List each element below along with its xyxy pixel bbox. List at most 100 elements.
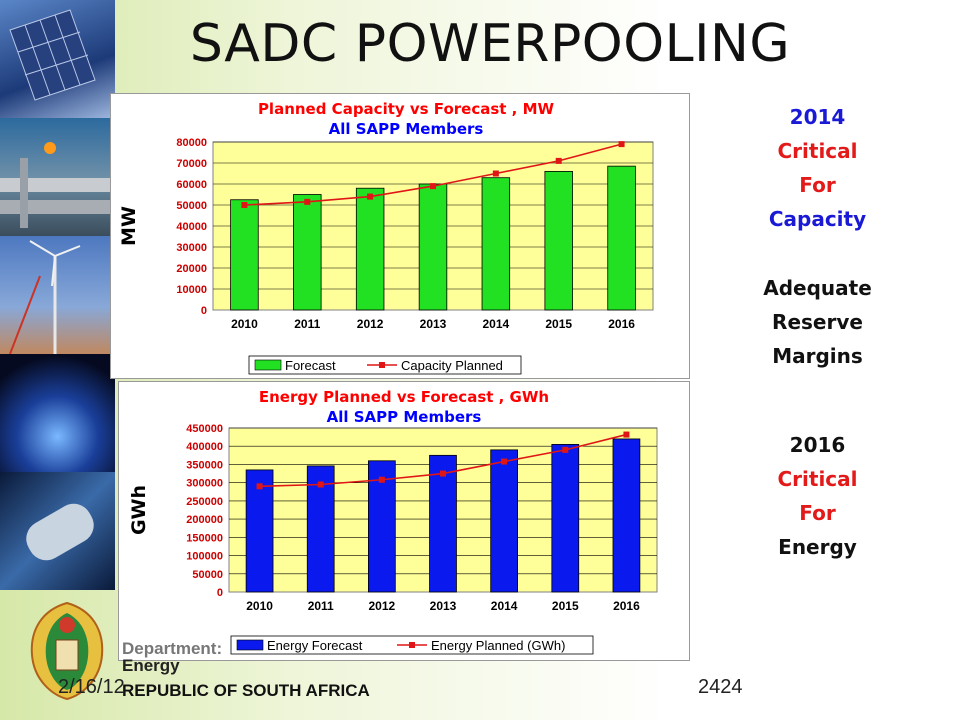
y-tick-label: 250000	[186, 496, 223, 508]
bar	[481, 177, 511, 311]
legend-marker	[409, 642, 415, 648]
side-note-subject: Energy	[778, 535, 857, 559]
side-note-critical: Critical	[777, 467, 858, 491]
dept-line: Department:	[122, 639, 223, 658]
legend-swatch-bar	[236, 639, 264, 651]
x-tick-label: 2012	[357, 317, 384, 331]
y-tick-label: 450000	[186, 423, 223, 435]
capacity-chart: Planned Capacity vs Forecast , MW All SAP…	[118, 100, 654, 375]
dept-line: Energy	[122, 656, 180, 675]
y-tick-label: 350000	[186, 459, 223, 471]
y-tick-label: 80000	[176, 137, 207, 149]
line-point	[304, 198, 311, 205]
bar	[551, 444, 580, 593]
bar	[355, 187, 385, 311]
bar	[230, 199, 259, 311]
legend-label: Energy Planned (GWh)	[431, 638, 565, 653]
y-axis-label: GWh	[128, 485, 150, 535]
coat-of-arms-logo	[30, 601, 104, 701]
bar	[245, 469, 274, 593]
line-point	[256, 483, 263, 490]
side-note-capacity: 2014 Critical For Capacity	[740, 100, 895, 236]
x-tick-label: 2011	[294, 317, 320, 331]
legend-label: Capacity Planned	[401, 358, 503, 373]
line-point	[440, 470, 446, 477]
x-tick-label: 2015	[552, 599, 579, 613]
side-note-critical: Critical	[777, 139, 858, 163]
x-tick-label: 2010	[246, 599, 273, 613]
chart-subtitle: All SAPP Members	[327, 408, 482, 426]
bar	[429, 454, 457, 593]
legend-swatch-bar	[254, 359, 282, 371]
pipeline-image	[0, 118, 115, 236]
side-note-year: 2016	[789, 433, 846, 457]
line-point	[501, 458, 508, 465]
footer-page-number: 2424	[698, 676, 743, 698]
legend-marker	[379, 362, 385, 368]
bar	[418, 183, 448, 311]
line-point	[367, 193, 374, 200]
side-note-reserve: Adequate Reserve Margins	[740, 271, 895, 373]
y-tick-label: 0	[217, 587, 223, 599]
department-label: Department: Energy	[122, 640, 222, 674]
side-note-subject: Capacity	[768, 207, 867, 231]
bar	[490, 449, 518, 593]
x-tick-label: 2012	[369, 599, 396, 613]
footer-date: 2/16/12	[58, 676, 125, 698]
y-tick-label: 150000	[186, 532, 223, 544]
legend-label: Energy Forecast	[267, 638, 363, 653]
x-tick-label: 2016	[608, 317, 635, 331]
chart-title: Energy Planned vs Forecast , GWh	[259, 388, 549, 406]
bar	[544, 171, 573, 311]
solar-panel-image	[0, 0, 115, 118]
wind-turbine-image	[0, 236, 115, 354]
x-tick-label: 2010	[231, 317, 258, 331]
x-tick-label: 2015	[545, 317, 572, 331]
bar	[612, 438, 641, 593]
chart-subtitle: All SAPP Members	[329, 120, 484, 138]
line-point	[430, 183, 436, 190]
energy-chart-container: Energy Planned vs Forecast , GWh All SAPP…	[118, 381, 690, 661]
line-point	[623, 431, 630, 438]
country-label: REPUBLIC OF SOUTH AFRICA	[122, 681, 370, 700]
y-tick-label: 10000	[176, 284, 207, 296]
x-tick-label: 2014	[483, 317, 510, 331]
fuel-rod-image	[0, 472, 115, 590]
line-point	[378, 476, 385, 483]
y-tick-label: 50000	[192, 569, 223, 581]
line-point	[317, 481, 324, 488]
y-tick-label: 30000	[176, 242, 207, 254]
y-tick-label: 300000	[186, 478, 223, 490]
y-tick-label: 100000	[186, 551, 223, 563]
x-tick-label: 2016	[613, 599, 640, 613]
side-note-line: Margins	[772, 344, 863, 368]
gas-flame-image	[0, 354, 115, 472]
line-point	[618, 141, 625, 148]
line-point	[492, 170, 499, 177]
side-note-for: For	[799, 501, 836, 525]
y-tick-label: 40000	[176, 221, 207, 233]
y-tick-label: 20000	[176, 263, 207, 275]
bar	[293, 194, 322, 311]
side-note-energy: 2016 Critical For Energy	[740, 428, 895, 564]
chart-title: Planned Capacity vs Forecast , MW	[258, 100, 555, 118]
legend-label: Forecast	[285, 358, 336, 373]
y-tick-label: 50000	[176, 200, 207, 212]
y-tick-label: 70000	[176, 158, 207, 170]
y-tick-label: 400000	[186, 441, 223, 453]
side-note-line: Reserve	[772, 310, 863, 334]
bar	[607, 165, 636, 311]
x-tick-label: 2014	[491, 599, 518, 613]
side-note-year: 2014	[789, 105, 846, 129]
capacity-chart-container: Planned Capacity vs Forecast , MW All SAP…	[110, 93, 690, 379]
left-photo-strip	[0, 0, 115, 590]
y-axis-label: MW	[118, 206, 140, 246]
side-note-for: For	[799, 173, 836, 197]
y-tick-label: 200000	[186, 514, 223, 526]
line-point	[555, 157, 562, 164]
slide-title: SADC POWERPOOLING	[189, 14, 791, 74]
y-tick-label: 0	[201, 305, 207, 317]
x-tick-label: 2011	[308, 599, 334, 613]
bar	[368, 460, 396, 593]
x-tick-label: 2013	[430, 599, 457, 613]
